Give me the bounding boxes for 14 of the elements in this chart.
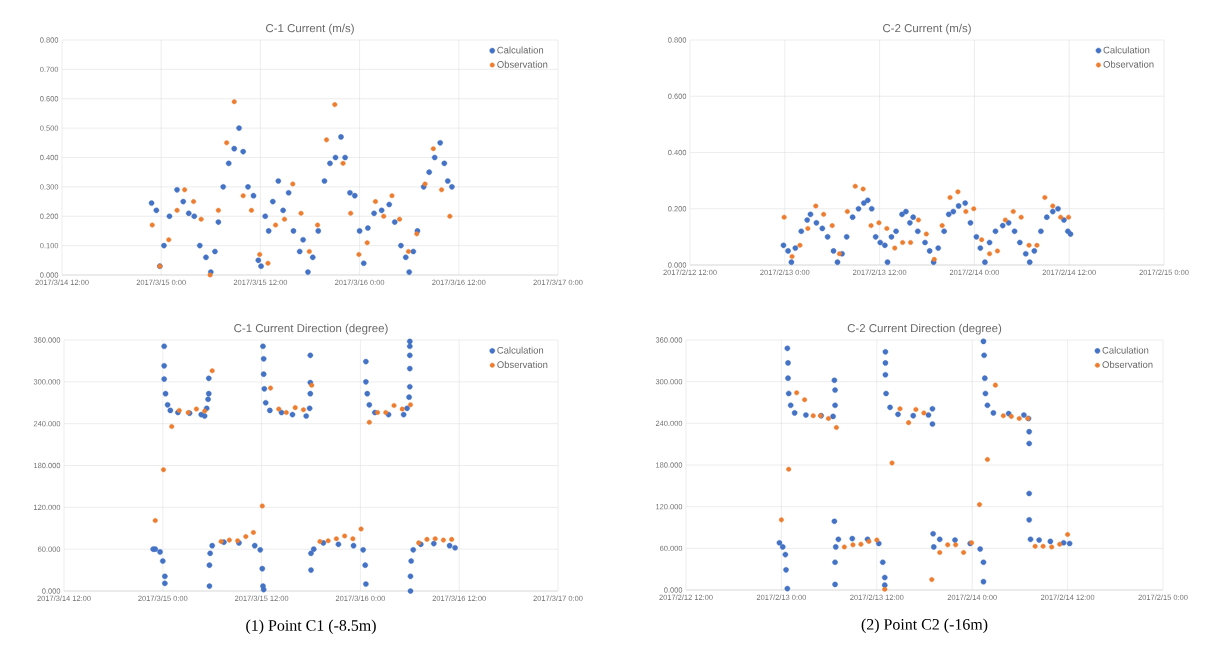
legend-label: Calculation — [497, 46, 544, 54]
legend-label: Observation — [497, 60, 548, 68]
legend-label: Observation — [497, 361, 548, 368]
legend-label: Calculation — [497, 346, 544, 354]
chart-title: C-2 Current Direction (degree) — [847, 323, 1002, 335]
text: (1) Point C1 (-8.5m) — [246, 619, 376, 635]
legend-label: Calculation — [1103, 46, 1150, 54]
chart-title: C-1 Current (m/s) — [266, 23, 354, 35]
chart-title: C-2 Current (m/s) — [883, 23, 971, 35]
legend-label: Calculation — [1102, 346, 1149, 354]
legend-label: Observation — [1103, 60, 1154, 68]
text: (2) Point C2 (-16m) — [861, 618, 988, 633]
legend-label: Observation — [1102, 361, 1153, 368]
chart-title: C-1 Current Direction (degree) — [234, 323, 388, 335]
